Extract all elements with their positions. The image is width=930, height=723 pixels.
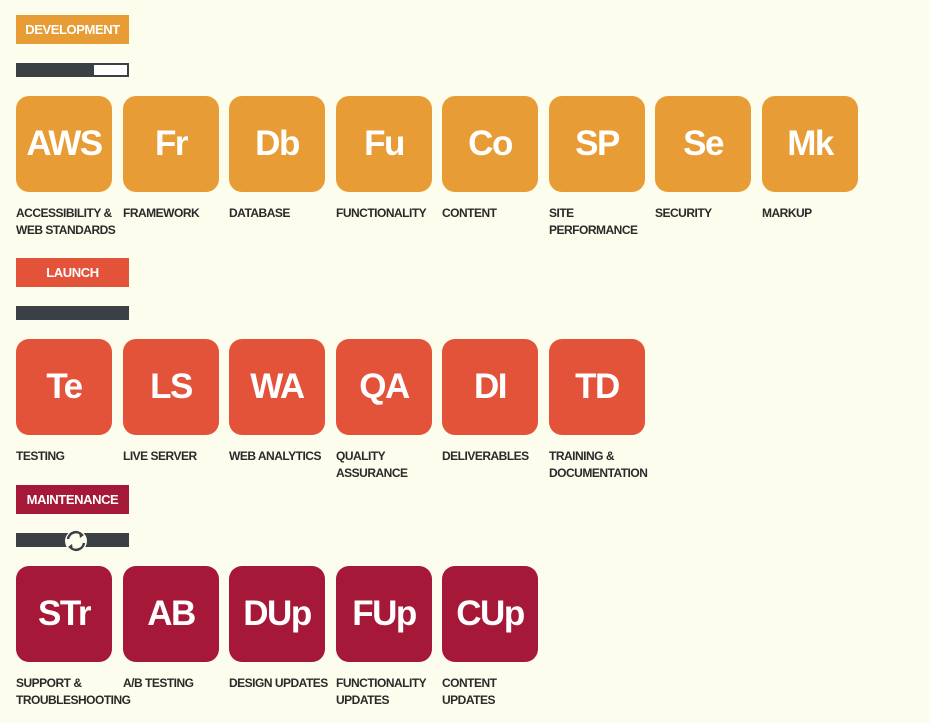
- section-label-launch: LAUNCH: [16, 258, 129, 287]
- section-label-maintenance: MAINTENANCE: [16, 485, 129, 514]
- progress-fill: [18, 65, 95, 75]
- tile-caption-qa: QUALITY ASSURANCE: [336, 449, 408, 480]
- tile-caption-mk: MARKUP: [762, 206, 812, 220]
- tile-te: Te: [16, 339, 112, 435]
- tile-caption-cup: CONTENT UPDATES: [442, 676, 497, 707]
- tile-caption-td: TRAINING & DOCUMENTATION: [549, 449, 648, 480]
- tile-caption-di: DELIVERABLES: [442, 449, 529, 463]
- tile-caption-str: SUPPORT & TROUBLESHOOTING: [16, 676, 131, 707]
- tile-ls: LS: [123, 339, 219, 435]
- tile-se: Se: [655, 96, 751, 192]
- tile-caption-te: TESTING: [16, 449, 65, 463]
- tile-caption-fr: FRAMEWORK: [123, 206, 200, 220]
- tile-fr: Fr: [123, 96, 219, 192]
- cycle-icon: [65, 530, 87, 552]
- tile-caption-dup: DESIGN UPDATES: [229, 676, 328, 690]
- tile-caption-se: SECURITY: [655, 206, 712, 220]
- progress-fill: [18, 308, 127, 318]
- tile-wa: WA: [229, 339, 325, 435]
- tile-td: TD: [549, 339, 645, 435]
- tile-fu: Fu: [336, 96, 432, 192]
- tile-fup: FUp: [336, 566, 432, 662]
- tile-db: Db: [229, 96, 325, 192]
- tile-co: Co: [442, 96, 538, 192]
- tile-caption-fu: FUNCTIONALITY: [336, 206, 427, 220]
- tile-caption-wa: WEB ANALYTICS: [229, 449, 321, 463]
- tile-caption-sp: SITE PERFORMANCE: [549, 206, 638, 237]
- tile-caption-co: CONTENT: [442, 206, 497, 220]
- tile-mk: Mk: [762, 96, 858, 192]
- section-label-development: DEVELOPMENT: [16, 15, 129, 44]
- tile-sp: SP: [549, 96, 645, 192]
- tile-aws: AWS: [16, 96, 112, 192]
- tile-caption-ls: LIVE SERVER: [123, 449, 197, 463]
- progress-bar-development: [16, 63, 129, 77]
- progress-bar-maintenance: [16, 530, 129, 552]
- tile-ab: AB: [123, 566, 219, 662]
- tile-caption-fup: FUNCTIONALITY UPDATES: [336, 676, 427, 707]
- tile-cup: CUp: [442, 566, 538, 662]
- progress-bar-launch: [16, 306, 129, 320]
- tile-qa: QA: [336, 339, 432, 435]
- tile-caption-db: DATABASE: [229, 206, 290, 220]
- tile-caption-aws: ACCESSIBILITY & WEB STANDARDS: [16, 206, 116, 237]
- tile-caption-ab: A/B TESTING: [123, 676, 194, 690]
- tile-di: DI: [442, 339, 538, 435]
- tile-str: STr: [16, 566, 112, 662]
- tile-dup: DUp: [229, 566, 325, 662]
